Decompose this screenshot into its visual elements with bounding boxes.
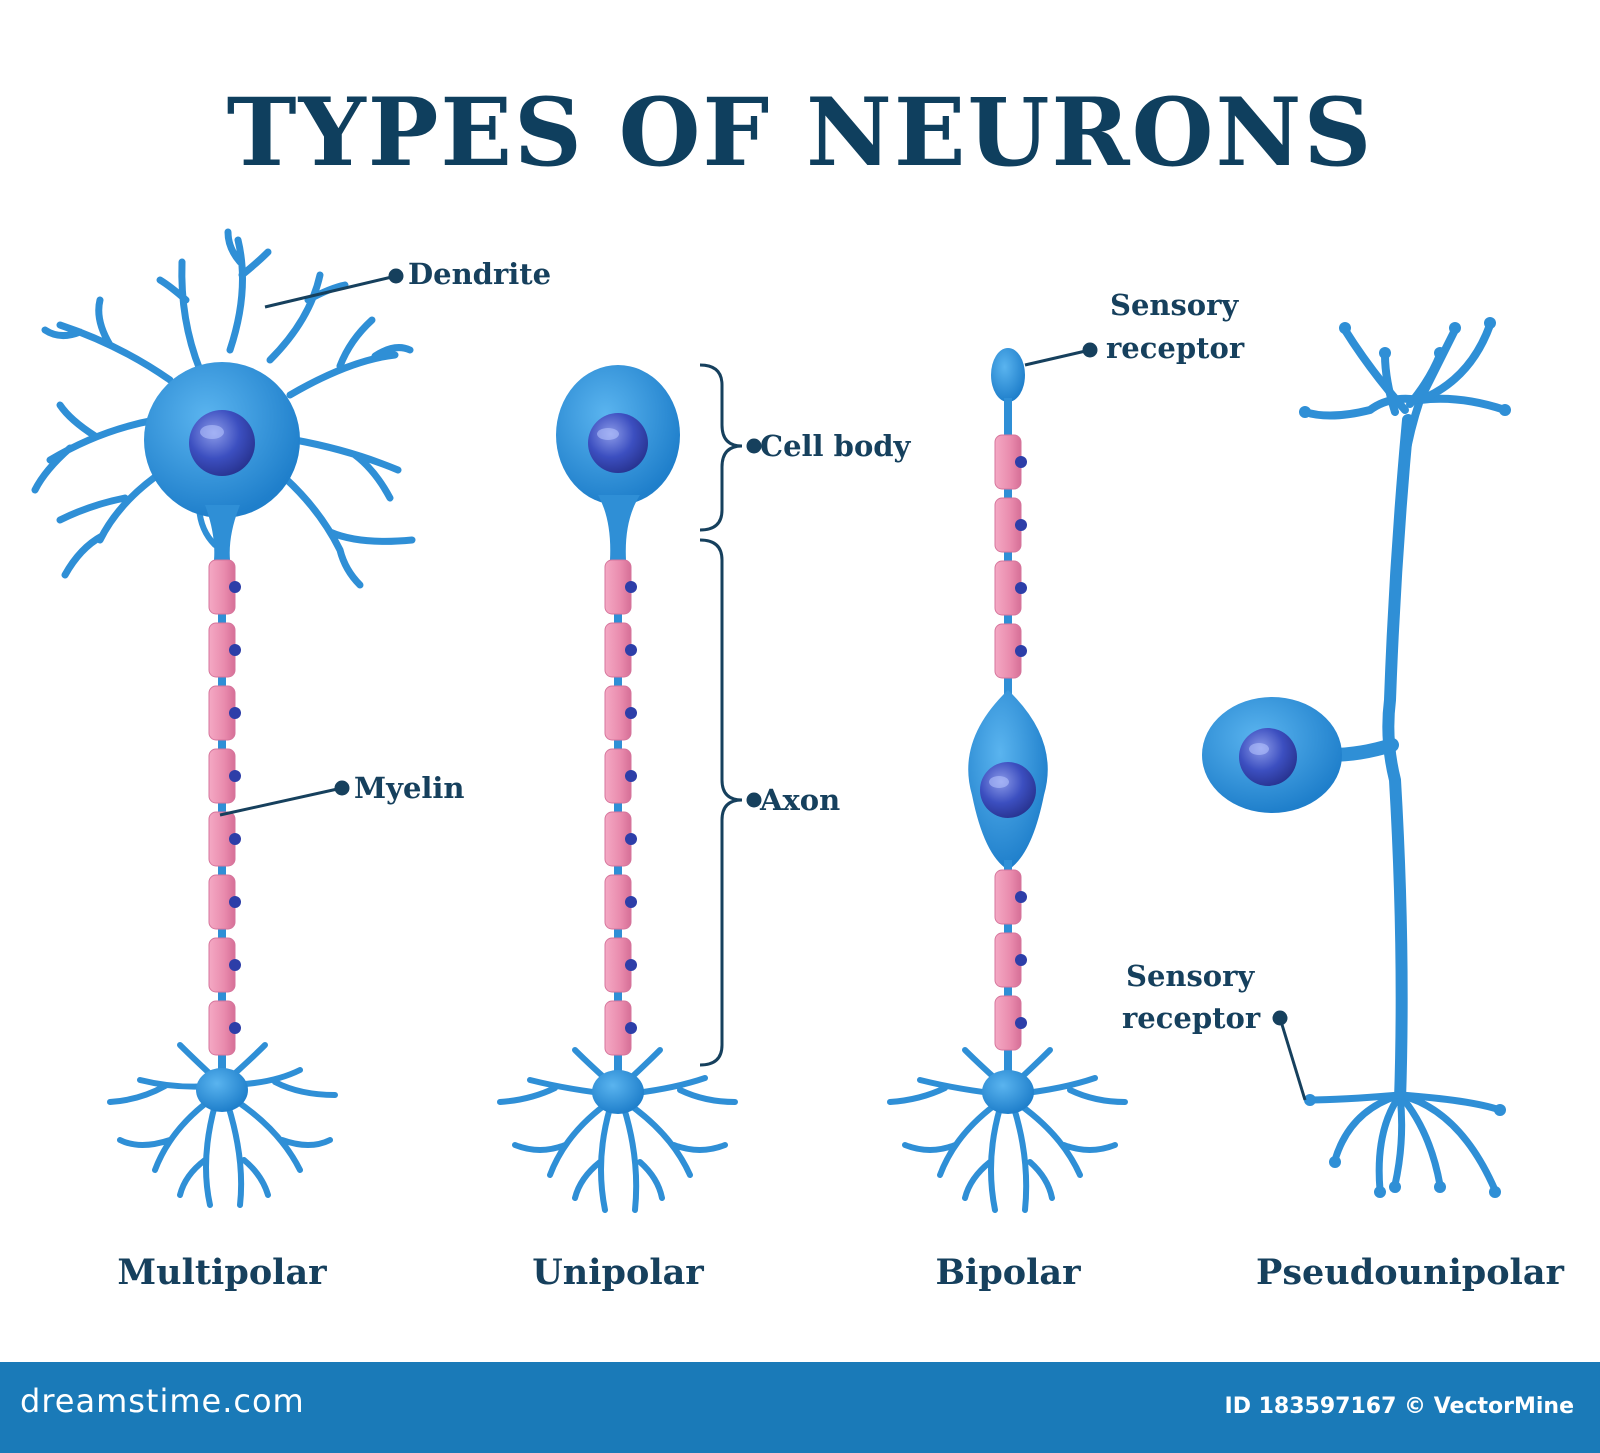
pseudounipolar-neuron: [1202, 317, 1511, 1198]
multipolar-neuron: [31, 228, 416, 1208]
bipolar-myelin-sheath: [994, 434, 1027, 1051]
schwann-nucleus: [1015, 456, 1027, 468]
schwann-nucleus: [625, 959, 637, 971]
sensory-receptor-bottom-leader: [1278, 1017, 1307, 1101]
bipolar-sensory-receptor: [991, 348, 1025, 402]
schwann-nucleus: [1015, 891, 1027, 903]
schwann-nucleus: [229, 644, 241, 656]
cell-body-brace: [699, 363, 743, 532]
schwann-nucleus: [1015, 645, 1027, 657]
multipolar-dendrites: [31, 228, 416, 589]
schwann-nucleus: [229, 833, 241, 845]
dendrite-leader: [264, 274, 397, 309]
schwann-nucleus: [625, 707, 637, 719]
schwann-nucleus: [1015, 954, 1027, 966]
pseudounipolar-bottom-branches: [1306, 1091, 1504, 1194]
caption-unipolar: Unipolar: [532, 1252, 704, 1293]
sensory-receptor-top-label-line1: Sensory: [1110, 288, 1239, 322]
myelin-leader: [219, 786, 343, 817]
diagram-title: TYPES OF NEURONS: [226, 78, 1374, 188]
schwann-nucleus: [229, 707, 241, 719]
footer-bar: dreamstime.com ID 183597167 © VectorMine: [0, 1362, 1600, 1453]
unipolar-neuron: [497, 365, 738, 1213]
multipolar-myelin-sheath: [208, 559, 241, 1056]
schwann-nucleus: [625, 1022, 637, 1034]
myelin-label: Myelin: [354, 771, 465, 805]
schwann-nucleus: [1015, 1017, 1027, 1029]
schwann-nucleus: [625, 644, 637, 656]
schwann-nucleus: [229, 1022, 241, 1034]
bipolar-nucleus: [980, 762, 1036, 818]
caption-multipolar: Multipolar: [117, 1252, 327, 1293]
unipolar-nucleus: [588, 413, 648, 473]
sensory-receptor-bottom-label-line1: Sensory: [1126, 959, 1255, 993]
schwann-nucleus: [229, 770, 241, 782]
sensory-receptor-top-label-line2: receptor: [1106, 331, 1245, 365]
schwann-nucleus: [229, 959, 241, 971]
sensory-receptor-bottom-label-line2: receptor: [1122, 1001, 1261, 1035]
schwann-nucleus: [229, 896, 241, 908]
unipolar-axon-terminals: [497, 1047, 738, 1213]
schwann-nucleus: [1015, 519, 1027, 531]
dendrite-label: Dendrite: [408, 257, 552, 291]
unipolar-myelin-sheath: [604, 559, 637, 1056]
neuron-illustration: [31, 228, 1511, 1213]
label-leaders: [219, 268, 1307, 1101]
schwann-nucleus: [1015, 582, 1027, 594]
schwann-nucleus: [625, 581, 637, 593]
pseudounipolar-nucleus: [1239, 728, 1297, 786]
pseudounipolar-axon: [1382, 414, 1414, 1106]
sensory-receptor-top-leader: [1024, 348, 1091, 367]
axon-label: Axon: [760, 783, 841, 817]
image-credit: ID 183597167 © VectorMine: [1224, 1394, 1574, 1419]
schwann-nucleus: [625, 896, 637, 908]
multipolar-nucleus: [189, 410, 255, 476]
schwann-nucleus: [229, 581, 241, 593]
cell-body-label: Cell body: [760, 429, 911, 463]
schwann-nucleus: [625, 770, 637, 782]
caption-pseudounipolar: Pseudounipolar: [1256, 1252, 1564, 1293]
axon-brace: [699, 538, 743, 1067]
brand-watermark[interactable]: dreamstime.com: [20, 1382, 305, 1420]
schwann-nucleus: [625, 833, 637, 845]
caption-bipolar: Bipolar: [935, 1252, 1081, 1293]
bipolar-neuron: [887, 348, 1128, 1213]
